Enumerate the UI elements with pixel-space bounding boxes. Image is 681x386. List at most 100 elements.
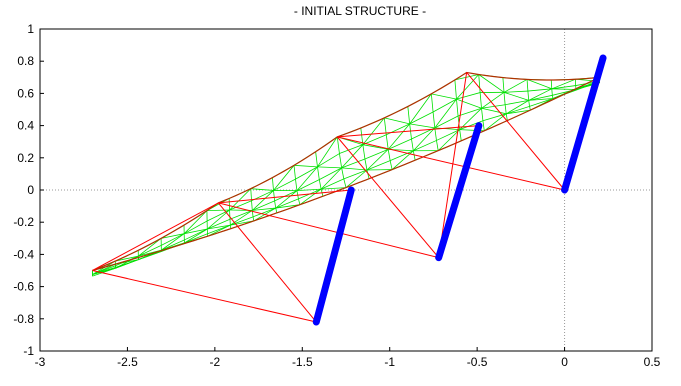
membrane-mesh-line: [272, 177, 274, 191]
membrane-mesh-line: [320, 167, 342, 190]
membrane-mesh-line: [274, 190, 298, 202]
membrane-mesh-line: [409, 123, 435, 129]
membrane-mesh-line: [529, 98, 554, 107]
membrane-mesh-line: [434, 115, 459, 129]
membrane-mesh-line: [115, 259, 139, 269]
membrane-mesh-line: [273, 178, 296, 191]
membrane-mesh-line: [318, 179, 322, 190]
membrane-mesh-line: [527, 88, 552, 92]
membrane-mesh-line: [551, 88, 576, 90]
membrane-mesh-line: [295, 166, 318, 180]
membrane-mesh-line: [341, 158, 366, 169]
membrane-mesh-line: [206, 209, 230, 212]
x-tick-label: -0.5: [467, 355, 488, 369]
membrane-mesh-line: [387, 149, 391, 161]
membrane-mesh-line: [551, 95, 554, 99]
membrane-mesh-line: [275, 207, 278, 213]
x-tick-label: -1: [384, 355, 395, 369]
membrane-mesh-line: [432, 98, 457, 113]
structure-line: [336, 136, 440, 258]
membrane-mesh-line: [230, 220, 254, 226]
y-tick-label: -0.6: [13, 280, 34, 294]
x-tick-label: 0.5: [644, 355, 661, 369]
membrane-mesh-line: [339, 144, 363, 154]
cable-line: [435, 122, 483, 262]
membrane-mesh-line: [478, 74, 481, 93]
membrane-mesh-line: [431, 93, 457, 100]
membrane-mesh-line: [364, 148, 389, 160]
membrane-mesh: [92, 74, 600, 277]
cable-line: [312, 186, 355, 326]
membrane-mesh-line: [229, 210, 253, 220]
membrane-mesh-line: [482, 120, 485, 131]
membrane-mesh-line: [550, 79, 553, 89]
membrane-mesh-line: [184, 233, 208, 244]
membrane-mesh-line: [388, 138, 412, 150]
membrane-mesh-line: [274, 200, 277, 209]
x-tick-label: -3: [35, 355, 46, 369]
membrane-mesh-line: [454, 79, 457, 100]
membrane-mesh-line: [252, 200, 275, 211]
membrane-mesh-line: [207, 224, 231, 230]
membrane-mesh-line: [320, 178, 344, 190]
membrane-mesh-line: [456, 74, 480, 100]
membrane-mesh-line: [275, 204, 300, 209]
structure-line: [92, 270, 317, 323]
membrane-mesh-line: [161, 233, 185, 251]
membrane-mesh-line: [506, 100, 529, 115]
membrane-mesh-line: [250, 188, 252, 201]
membrane-mesh-line: [319, 167, 342, 180]
membrane-mesh-line: [273, 165, 295, 191]
membrane-mesh-line: [384, 117, 410, 125]
x-tick-label: 0: [561, 355, 568, 369]
membrane-mesh-line: [434, 127, 437, 141]
y-tick-label: 0.8: [17, 54, 34, 68]
membrane-mesh-line: [298, 198, 301, 205]
membrane-upper-edge: [92, 71, 600, 272]
membrane-mesh-line: [454, 74, 479, 81]
membrane-mesh-line: [296, 188, 322, 192]
membrane-mesh-line: [459, 129, 462, 141]
cable-line: [561, 54, 607, 194]
membrane-mesh-line: [183, 210, 208, 234]
membrane-mesh-line: [436, 129, 460, 141]
membrane-mesh-line: [551, 88, 553, 96]
membrane-mesh-line: [299, 188, 322, 206]
membrane-mesh-line: [389, 160, 393, 170]
membrane-mesh-line: [526, 79, 552, 90]
membrane-mesh-line: [481, 107, 507, 115]
membrane-mesh-line: [296, 179, 320, 191]
membrane-mesh-line: [293, 164, 318, 168]
membrane-mesh-line: [551, 78, 576, 90]
membrane-mesh-line: [389, 150, 414, 161]
y-tick-label: 0.2: [17, 151, 34, 165]
y-tick-label: 0.4: [17, 119, 34, 133]
membrane-mesh-line: [411, 138, 414, 151]
membrane-mesh-line: [252, 216, 255, 221]
membrane-mesh-line: [362, 144, 389, 150]
membrane-mesh-line: [505, 113, 508, 121]
membrane-mesh-line: [184, 228, 208, 244]
membrane-mesh-line: [250, 188, 274, 191]
membrane-mesh-line: [436, 140, 439, 151]
membrane-mesh-line: [434, 127, 460, 130]
membrane-mesh-line: [184, 228, 208, 235]
membrane-mesh-line: [275, 198, 299, 209]
membrane-lower-edge: [92, 76, 600, 272]
membrane-mesh-line: [207, 224, 231, 235]
membrane-mesh-line: [481, 108, 484, 121]
chart-title: - INITIAL STRUCTURE -: [294, 4, 426, 18]
membrane-mesh-line: [528, 88, 552, 101]
membrane-mesh-line: [434, 98, 457, 129]
membrane-mesh-line: [551, 85, 576, 90]
membrane-mesh-line: [161, 239, 185, 251]
membrane-mesh-line: [502, 77, 505, 93]
structure-line: [218, 202, 439, 259]
membrane-mesh-line: [482, 113, 507, 122]
membrane-mesh-line: [343, 169, 368, 180]
membrane-mesh-line: [456, 99, 459, 117]
membrane-mesh-line: [529, 106, 531, 111]
membrane-mesh-line: [295, 179, 298, 191]
membrane-mesh-line: [504, 104, 507, 114]
